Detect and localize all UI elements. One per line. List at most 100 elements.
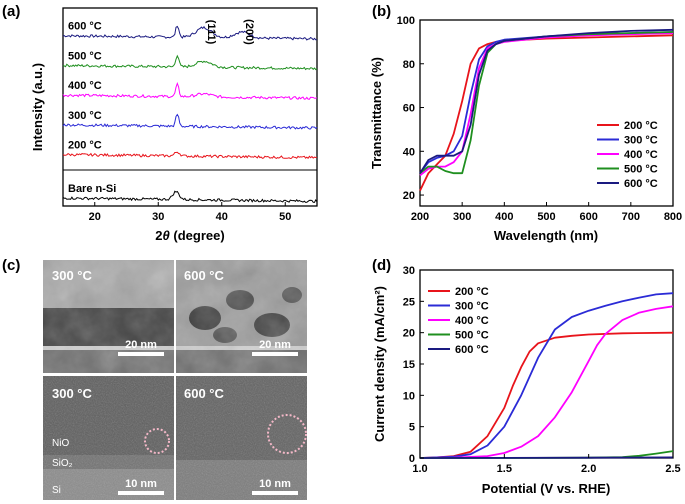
series-600-c (419, 456, 674, 459)
x-tick-label: 800 (664, 211, 682, 223)
series-label-600-c: 600 °C (68, 21, 102, 33)
series-200-c (419, 331, 674, 459)
y-tick-label: 25 (403, 296, 415, 308)
tem-image-600c-high-mag: 600 °C 10 nm (176, 376, 307, 500)
scale-bar (118, 352, 164, 356)
panel-b-label: (b) (372, 3, 391, 20)
tem-image-label: 600 °C (184, 386, 225, 401)
panel-a-annotations: (111) (200) (205, 19, 255, 45)
panel-b: (b) 200 300 400 500 600 700 800 20 40 60 80 100 20… (369, 3, 682, 243)
panel-a-x-ticks: 20 30 40 50 (89, 202, 291, 223)
panel-b-y-axis-label: Transmittance (%) (369, 57, 384, 169)
y-tick-label: 30 (403, 265, 415, 277)
y-tick-label: 15 (403, 359, 415, 371)
series-200-c (62, 151, 318, 160)
series-300-c (419, 292, 674, 459)
legend-label-600-c: 600 °C (455, 344, 489, 356)
tem-image-label: 600 °C (184, 268, 225, 283)
legend-label-300-c: 300 °C (455, 301, 489, 313)
panel-b-x-ticks: 200 300 400 500 600 700 800 (411, 202, 682, 223)
highlight-circle (267, 414, 307, 454)
series-bare-n-si (62, 190, 318, 203)
panel-a-series-labels: 600 °C 500 °C 400 °C 300 °C 200 °C Bare n-Si (68, 21, 116, 195)
scale-bar-label: 10 nm (259, 478, 291, 490)
y-tick-label: 80 (403, 59, 415, 71)
series-400-c (62, 82, 318, 100)
y-tick-label: 20 (403, 190, 415, 202)
y-tick-label: 0 (409, 453, 415, 465)
scale-bar-label: 10 nm (125, 478, 157, 490)
layer-label-si: Si (52, 485, 61, 496)
layer-label-sio2: SiO₂ (52, 458, 73, 469)
series-600-c (419, 28, 674, 174)
x-tick-label: 1.5 (497, 463, 512, 475)
tem-image-600c-low-mag: 600 °C 20 nm (176, 260, 307, 373)
legend-label-400-c: 400 °C (624, 149, 658, 161)
panel-d-label: (d) (372, 257, 391, 274)
x-tick-label: 700 (622, 211, 640, 223)
panel-b-legend: 200 °C 300 °C 400 °C 500 °C 600 °C (597, 120, 658, 190)
x-tick-label: 600 (579, 211, 597, 223)
panel-b-y-ticks: 20 40 60 80 100 (397, 15, 424, 202)
y-tick-label: 5 (409, 422, 415, 434)
tem-image-label: 300 °C (52, 268, 93, 283)
scale-bar-label: 20 nm (259, 339, 291, 351)
legend-label-400-c: 400 °C (455, 315, 489, 327)
tem-image-300c-low-mag: 300 °C 20 nm (43, 260, 174, 373)
tem-image-label: 300 °C (52, 386, 93, 401)
x-tick-label: 1.0 (412, 463, 427, 475)
x-tick-label: 300 (453, 211, 471, 223)
series-500-c (62, 54, 318, 71)
series-label-400-c: 400 °C (68, 80, 102, 92)
series-label-300-c: 300 °C (68, 110, 102, 122)
x-tick-label: 400 (495, 211, 513, 223)
legend-label-200-c: 200 °C (624, 120, 658, 132)
panel-d-y-ticks: 0 5 10 15 20 25 30 (403, 265, 424, 465)
panel-c-label: (c) (2, 257, 20, 274)
peak-annotation: (200) (243, 19, 255, 45)
legend-label-300-c: 300 °C (624, 135, 658, 147)
panel-a-frame (62, 7, 318, 207)
series-label-500-c: 500 °C (68, 50, 102, 62)
y-tick-label: 60 (403, 103, 415, 115)
x-tick-label: 2.0 (581, 463, 596, 475)
panel-a-label: (a) (2, 3, 20, 20)
panel-c: (c) 300 (2, 257, 307, 500)
x-tick-label: 20 (89, 211, 101, 223)
y-tick-label: 20 (403, 328, 415, 340)
legend-label-500-c: 500 °C (455, 330, 489, 342)
y-tick-label: 40 (403, 146, 415, 158)
series-200-c (419, 34, 674, 192)
panel-a-y-axis-label: Intensity (a.u.) (30, 63, 45, 151)
highlight-circle (144, 428, 170, 454)
series-label-bare-n-si: Bare n-Si (68, 183, 116, 195)
panel-d-y-axis-label: Current density (mA/cm²) (372, 286, 387, 442)
legend-label-600-c: 600 °C (624, 178, 658, 190)
legend-label-200-c: 200 °C (455, 286, 489, 298)
tem-image-300c-high-mag: 300 °C NiO SiO₂ Si 10 nm (43, 376, 174, 500)
x-tick-label: 500 (537, 211, 555, 223)
panel-a-x-axis-label: 2θ (degree) (155, 228, 224, 243)
scale-bar (118, 491, 164, 495)
panel-d-x-axis-label: Potential (V vs. RHE) (482, 481, 611, 496)
scale-bar (252, 352, 298, 356)
x-tick-label: 50 (279, 211, 291, 223)
series-400-c (419, 32, 674, 177)
legend-label-500-c: 500 °C (624, 164, 658, 176)
panel-d-x-ticks: 1.0 1.5 2.0 2.5 (412, 454, 681, 475)
panel-d-legend: 200 °C 300 °C 400 °C 500 °C 600 °C (428, 286, 489, 356)
x-tick-label: 40 (216, 211, 228, 223)
series-600-c (62, 25, 317, 41)
panel-d: (d) 1.0 1.5 2.0 2.5 0 5 10 15 20 25 30 200 °C 300 … (372, 257, 681, 496)
scale-bar (252, 491, 298, 495)
y-tick-label: 100 (397, 15, 415, 27)
scale-bar-label: 20 nm (125, 339, 157, 351)
x-tick-label: 2.5 (665, 463, 680, 475)
x-tick-label: 200 (411, 211, 429, 223)
layer-label-nio: NiO (52, 438, 69, 449)
series-300-c (62, 113, 318, 130)
panel-b-x-axis-label: Wavelength (nm) (494, 228, 598, 243)
y-tick-label: 10 (403, 390, 415, 402)
series-400-c (419, 305, 674, 459)
